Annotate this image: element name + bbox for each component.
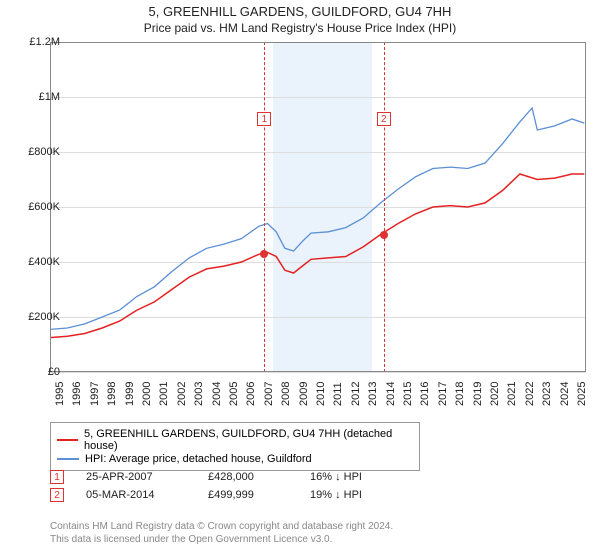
tx-date-1: 25-APR-2007 xyxy=(86,471,186,483)
tx-marker-2: 2 xyxy=(50,488,64,502)
legend-item-hpi: HPI: Average price, detached house, Guil… xyxy=(57,453,413,465)
legend-item-property: 5, GREENHILL GARDENS, GUILDFORD, GU4 7HH… xyxy=(57,428,413,452)
y-tick-label: £1M xyxy=(39,91,60,103)
x-tick-label: 2015 xyxy=(402,382,414,406)
legend: 5, GREENHILL GARDENS, GUILDFORD, GU4 7HH… xyxy=(50,422,420,471)
x-tick-label: 2022 xyxy=(524,382,536,406)
x-tick-label: 2020 xyxy=(489,382,501,406)
page-subtitle: Price paid vs. HM Land Registry's House … xyxy=(0,21,600,35)
y-tick-label: £200K xyxy=(28,311,60,323)
tx-diff-1: 16% ↓ HPI xyxy=(310,471,390,483)
legend-swatch-hpi xyxy=(57,458,79,460)
x-tick-label: 1995 xyxy=(54,382,66,406)
x-tick-label: 2000 xyxy=(141,382,153,406)
footnote-line-2: This data is licensed under the Open Gov… xyxy=(50,533,393,546)
x-tick-label: 2004 xyxy=(211,382,223,406)
tx-date-2: 05-MAR-2014 xyxy=(86,489,186,501)
table-row: 1 25-APR-2007 £428,000 16% ↓ HPI xyxy=(50,470,390,484)
x-tick-label: 2025 xyxy=(576,382,588,406)
price-chart: 12 xyxy=(50,42,586,372)
y-tick-label: £800K xyxy=(28,146,60,158)
tx-marker-1: 1 xyxy=(50,470,64,484)
page-title: 5, GREENHILL GARDENS, GUILDFORD, GU4 7HH xyxy=(0,4,600,19)
x-tick-label: 1996 xyxy=(71,382,83,406)
y-tick-label: £1.2M xyxy=(29,36,60,48)
legend-swatch-property xyxy=(57,439,78,441)
x-tick-label: 2011 xyxy=(332,382,344,406)
x-tick-label: 2013 xyxy=(367,382,379,406)
x-tick-label: 1998 xyxy=(106,382,118,406)
tx-diff-2: 19% ↓ HPI xyxy=(310,489,390,501)
tx-price-1: £428,000 xyxy=(208,471,288,483)
x-tick-label: 2016 xyxy=(419,382,431,406)
event-marker-2: 2 xyxy=(377,112,391,126)
event-marker-1: 1 xyxy=(257,112,271,126)
y-tick-label: £600K xyxy=(28,201,60,213)
x-tick-label: 2014 xyxy=(385,382,397,406)
x-tick-label: 2005 xyxy=(228,382,240,406)
table-row: 2 05-MAR-2014 £499,999 19% ↓ HPI xyxy=(50,488,390,502)
x-tick-label: 2012 xyxy=(350,382,362,406)
x-tick-label: 2018 xyxy=(454,382,466,406)
y-tick-label: £0 xyxy=(48,366,60,378)
x-tick-label: 2007 xyxy=(263,382,275,406)
series-lines xyxy=(50,42,586,372)
x-tick-label: 1997 xyxy=(89,382,101,406)
x-tick-label: 2006 xyxy=(245,382,257,406)
footnote: Contains HM Land Registry data © Crown c… xyxy=(50,520,393,546)
x-tick-label: 2010 xyxy=(315,382,327,406)
x-tick-label: 1999 xyxy=(124,382,136,406)
legend-label-hpi: HPI: Average price, detached house, Guil… xyxy=(85,453,312,465)
x-tick-label: 2024 xyxy=(559,382,571,406)
x-tick-label: 2019 xyxy=(472,382,484,406)
x-tick-label: 2021 xyxy=(506,382,518,406)
tx-price-2: £499,999 xyxy=(208,489,288,501)
x-tick-label: 2003 xyxy=(193,382,205,406)
x-tick-label: 2001 xyxy=(158,382,170,406)
transaction-table: 1 25-APR-2007 £428,000 16% ↓ HPI 2 05-MA… xyxy=(50,466,390,506)
legend-label-property: 5, GREENHILL GARDENS, GUILDFORD, GU4 7HH… xyxy=(84,428,413,452)
footnote-line-1: Contains HM Land Registry data © Crown c… xyxy=(50,520,393,533)
x-tick-label: 2023 xyxy=(541,382,553,406)
y-tick-label: £400K xyxy=(28,256,60,268)
x-tick-label: 2002 xyxy=(176,382,188,406)
x-tick-label: 2017 xyxy=(437,382,449,406)
x-tick-label: 2009 xyxy=(298,382,310,406)
x-tick-label: 2008 xyxy=(280,382,292,406)
